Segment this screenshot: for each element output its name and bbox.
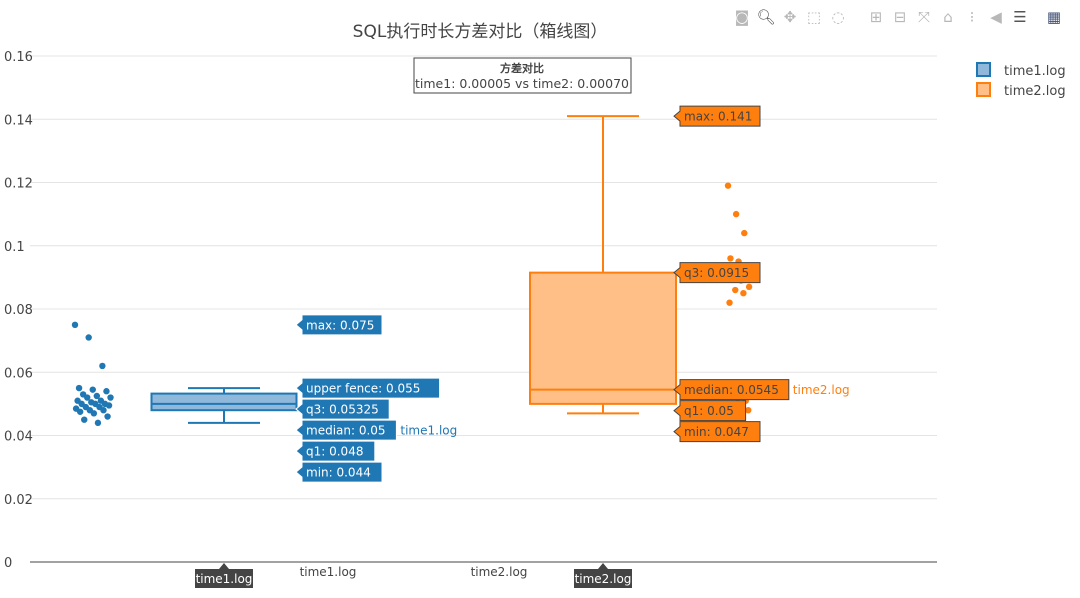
legend: time1.log time2.log <box>976 62 1066 99</box>
data-point[interactable] <box>740 289 747 297</box>
svg-text:q3: 0.05325: q3: 0.05325 <box>306 403 379 417</box>
y-tick-label: 0.12 <box>4 177 33 192</box>
modebar: ◙ 🔍︎ ✥ ⬚ ◌ ⊞ ⊟ ⤧ ⌂ ⁝ ◀ ☰ ▦ <box>732 8 1064 26</box>
svg-text:time2.log: time2.log <box>575 572 632 586</box>
camera-icon[interactable]: ◙ <box>734 8 750 26</box>
svg-text:time2.log: time2.log <box>1004 84 1066 99</box>
hover-label: min: 0.044 <box>295 461 383 483</box>
hover-label: upper fence: 0.055 <box>295 377 441 399</box>
hover-label: q1: 0.05 <box>673 400 747 422</box>
data-point[interactable] <box>745 283 753 291</box>
hover-label: q3: 0.0915 <box>673 262 761 284</box>
legend-item-time2[interactable]: time2.log <box>976 82 1066 99</box>
svg-text:time1.log: time1.log <box>400 424 457 438</box>
svg-text:max: 0.141: max: 0.141 <box>684 110 752 124</box>
hover-label: q1: 0.048 <box>295 440 376 462</box>
data-point[interactable] <box>94 419 102 427</box>
plotly-logo-icon[interactable]: ▦ <box>1046 8 1062 26</box>
data-point[interactable] <box>89 386 96 393</box>
data-point[interactable] <box>93 392 101 400</box>
data-point[interactable] <box>726 299 733 306</box>
hover-label: min: 0.047 <box>673 421 761 443</box>
legend-item-time1[interactable]: time1.log <box>976 62 1066 79</box>
box-time1.log <box>150 392 298 412</box>
y-tick-label: 0.02 <box>4 493 33 508</box>
x-tick-label: time1.log <box>300 565 357 579</box>
data-point[interactable] <box>99 362 106 370</box>
data-point[interactable] <box>105 402 113 409</box>
y-tick-label: 0 <box>4 556 12 571</box>
hover-closest-icon[interactable]: ◀ <box>990 8 1002 26</box>
y-tick-label: 0.08 <box>4 303 33 318</box>
svg-text:q3: 0.0915: q3: 0.0915 <box>684 266 749 280</box>
reset-icon[interactable]: ⌂ <box>943 8 953 26</box>
svg-text:min: 0.047: min: 0.047 <box>684 425 749 439</box>
y-tick-label: 0.1 <box>4 240 25 255</box>
data-point[interactable] <box>107 394 114 401</box>
hover-label: median: 0.05 time1.log <box>295 419 457 441</box>
hover-compare-icon[interactable]: ☰ <box>1013 8 1027 26</box>
x-tick-label: time2.log <box>471 565 528 579</box>
svg-text:q1: 0.048: q1: 0.048 <box>306 445 363 459</box>
x-hover-label: time1.log <box>195 563 253 588</box>
data-point[interactable] <box>84 394 91 401</box>
hover-label: max: 0.141 <box>673 105 761 127</box>
data-point[interactable] <box>100 407 107 414</box>
y-tick-label: 0.14 <box>4 113 33 128</box>
svg-text:time1.log: time1.log <box>196 572 253 586</box>
svg-text:min: 0.044: min: 0.044 <box>306 466 371 480</box>
svg-text:max: 0.075: max: 0.075 <box>306 318 374 332</box>
svg-text:time2.log: time2.log <box>793 383 850 397</box>
pan-icon[interactable]: ✥ <box>783 8 797 26</box>
data-point[interactable] <box>90 410 98 417</box>
box-select-icon[interactable]: ⬚ <box>806 8 822 26</box>
svg-text:q1: 0.05: q1: 0.05 <box>684 404 734 418</box>
y-tick-label: 0.04 <box>4 430 33 445</box>
svg-text:median: 0.0545: median: 0.0545 <box>684 383 779 397</box>
y-tick-label: 0.16 <box>4 50 33 65</box>
data-point[interactable] <box>85 334 92 341</box>
y-tick-label: 0.06 <box>4 366 33 381</box>
data-point[interactable] <box>727 255 734 262</box>
data-point[interactable] <box>76 408 84 415</box>
svg-text:upper fence: 0.055: upper fence: 0.055 <box>306 382 420 396</box>
hover-label: max: 0.075 <box>295 314 383 336</box>
hover-label: median: 0.0545 time2.log <box>673 379 850 401</box>
zoom-out-icon[interactable]: ⊟ <box>893 8 907 26</box>
data-point[interactable] <box>75 384 83 392</box>
data-point[interactable] <box>724 182 732 189</box>
data-point[interactable] <box>103 388 110 395</box>
chart-title: SQL执行时长方差对比（箱线图） <box>353 22 608 42</box>
data-point[interactable] <box>732 286 739 294</box>
box-time2.log <box>529 271 677 405</box>
data-point[interactable] <box>732 210 740 218</box>
lasso-icon[interactable]: ◌ <box>831 8 845 26</box>
data-point[interactable] <box>745 407 752 414</box>
autoscale-icon[interactable]: ⤧ <box>917 8 930 26</box>
data-point[interactable] <box>104 413 111 420</box>
annotation-text: time1: 0.00005 vs time2: 0.00070 <box>415 76 629 91</box>
hover-label: q3: 0.05325 <box>295 398 390 420</box>
data-point[interactable] <box>71 321 79 329</box>
data-point[interactable] <box>81 416 88 423</box>
annotation-title: 方差对比 <box>500 61 544 75</box>
zoom-icon[interactable]: 🔍︎ <box>756 8 776 26</box>
svg-text:time1.log: time1.log <box>1004 64 1066 79</box>
data-point[interactable] <box>741 229 748 237</box>
svg-text:median: 0.05: median: 0.05 <box>306 424 386 438</box>
spike-icon[interactable]: ⁝ <box>969 8 975 26</box>
x-hover-label: time2.log <box>574 563 632 588</box>
annotation: 方差对比 time1: 0.00005 vs time2: 0.00070 <box>413 57 632 94</box>
zoom-in-icon[interactable]: ⊞ <box>869 8 883 26</box>
